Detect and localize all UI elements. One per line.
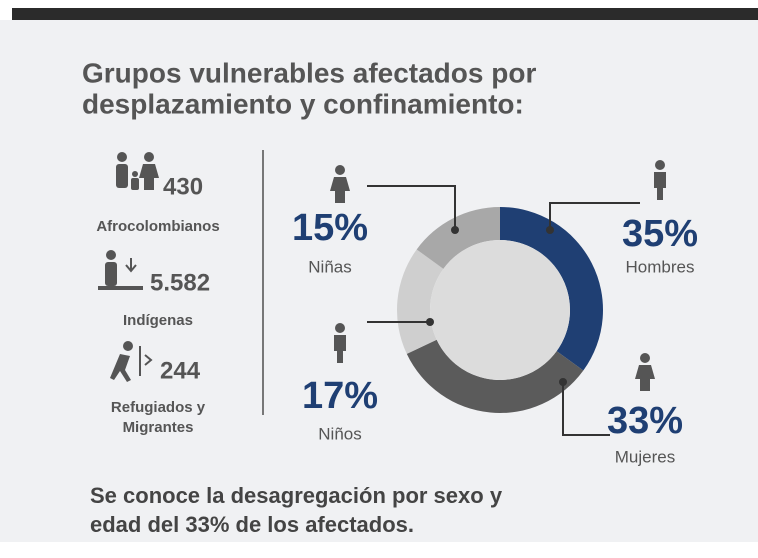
icons — [98, 152, 159, 382]
donut-segment — [416, 207, 500, 269]
category-label: Mujeres — [615, 447, 675, 466]
footer: edad del 33% de los afectados. — [90, 512, 414, 537]
stat-label: Migrantes — [123, 419, 194, 436]
leader-dot — [546, 226, 554, 234]
title: desplazamiento y confinamiento: — [82, 88, 524, 119]
stat-number: 244 — [160, 357, 201, 384]
person-icon — [655, 160, 665, 170]
leader-line — [549, 202, 640, 230]
leader-line — [562, 382, 610, 436]
category-label: Hombres — [626, 257, 695, 276]
value-label: 33% — [607, 400, 683, 442]
category-label: Niñas — [308, 257, 351, 276]
person-icon — [330, 177, 350, 203]
leader-dot — [559, 378, 567, 386]
category-label: Niños — [318, 424, 361, 443]
person-icon — [334, 335, 346, 363]
stat-label: Afrocolombianos — [96, 218, 219, 235]
donut-center — [430, 240, 570, 380]
leader-dot — [451, 226, 459, 234]
person-icon — [640, 353, 650, 363]
person-icon — [654, 172, 666, 200]
value-label: 17% — [302, 375, 378, 417]
stat-label: Indígenas — [123, 312, 193, 329]
value-label: 35% — [622, 213, 698, 255]
person-icon — [635, 365, 655, 391]
leader-line — [367, 185, 456, 230]
person-icon — [335, 165, 345, 175]
stat-number: 5.582 — [150, 269, 210, 296]
value-label: 15% — [292, 207, 368, 249]
donut-segment — [406, 339, 584, 413]
donut-segment — [397, 249, 444, 354]
stat-number: 430 — [163, 173, 203, 200]
donut-segment — [500, 207, 603, 371]
person-icon — [335, 323, 345, 333]
leader-dot — [426, 318, 434, 326]
stat-label: Refugiados y — [111, 399, 206, 416]
title: Grupos vulnerables afectados por — [82, 57, 536, 88]
background — [0, 20, 758, 542]
footer: Se conoce la desagregación por sexo y — [90, 483, 503, 508]
top-bar — [12, 8, 758, 20]
